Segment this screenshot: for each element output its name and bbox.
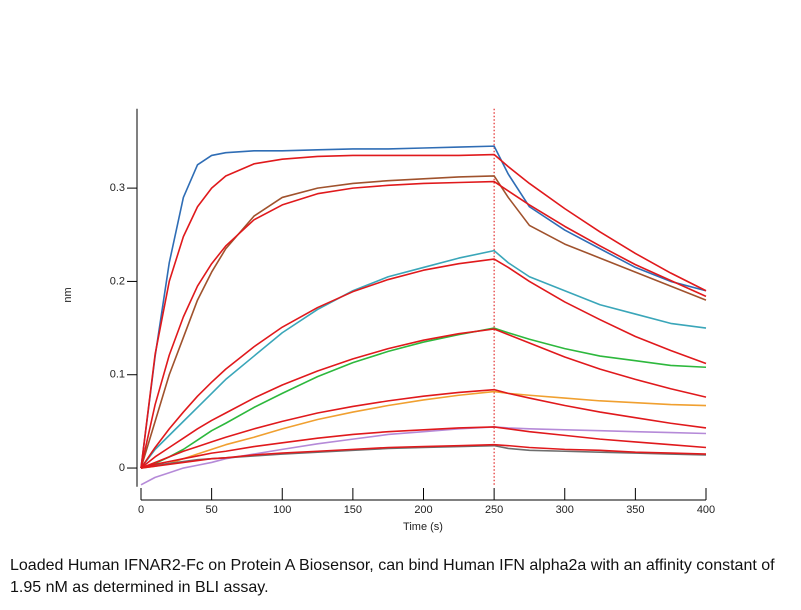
sensorgram-line <box>140 444 707 469</box>
x-tick-label: 200 <box>414 504 432 516</box>
y-tick-label: 0 <box>119 462 125 474</box>
x-tick-label: 0 <box>138 504 144 516</box>
y-tick-label: 0.1 <box>110 369 125 381</box>
sensorgram-line <box>140 327 707 469</box>
caption: Loaded Human IFNAR2-Fc on Protein A Bios… <box>10 557 775 596</box>
sensorgram-line <box>140 443 707 469</box>
sensorgram-line <box>140 175 707 469</box>
sensorgram-line <box>140 258 707 469</box>
x-tick-label: 100 <box>273 504 291 516</box>
sensorgram-line <box>140 390 707 469</box>
x-axis-label: Time (s) <box>403 521 443 533</box>
y-axis-label: nm <box>62 287 74 302</box>
x-tick-label: 400 <box>697 504 715 516</box>
sensorgram-line <box>140 249 707 469</box>
sensorgram-line <box>140 426 707 486</box>
chart: nm Time (s) 0 0.1 0.2 0.3 0 50 100 150 200 250 300… <box>62 108 715 533</box>
x-tick-label: 50 <box>206 504 218 516</box>
y-tick-label: 0.3 <box>110 182 125 194</box>
sensorgram-line <box>140 328 707 469</box>
x-tick-label: 250 <box>485 504 503 516</box>
y-tick-label: 0.2 <box>110 275 125 287</box>
sensorgram-line <box>140 153 707 469</box>
sensorgram-line <box>140 426 707 469</box>
sensorgram-line <box>140 180 707 469</box>
sensorgram-line <box>140 145 707 469</box>
x-tick-label: 350 <box>626 504 644 516</box>
x-tick-label: 300 <box>556 504 574 516</box>
x-tick-label: 150 <box>344 504 362 516</box>
sensorgram-line <box>140 388 707 469</box>
